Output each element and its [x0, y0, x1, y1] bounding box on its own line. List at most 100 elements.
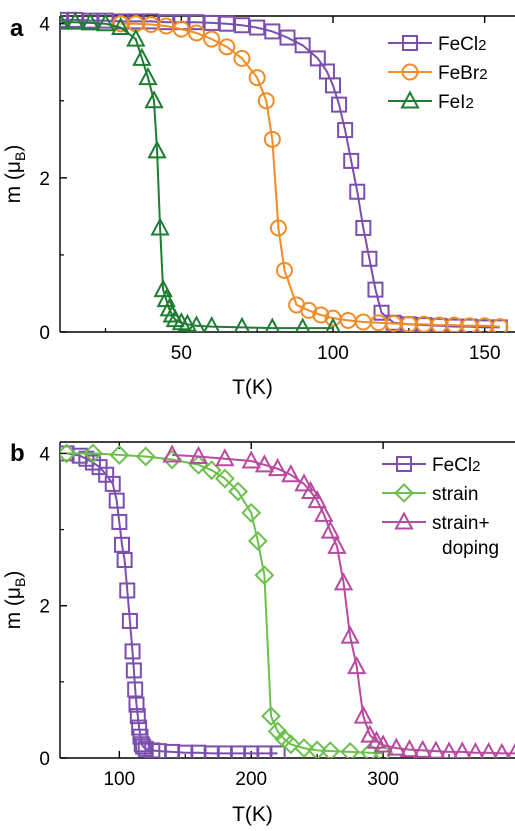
data-point [466, 742, 484, 758]
data-point [254, 565, 275, 586]
data-point [162, 444, 182, 463]
data-point [413, 739, 433, 758]
data-point [201, 460, 222, 481]
data-point [218, 38, 236, 56]
y-axis-title-close: ) [2, 571, 25, 578]
data-point [60, 11, 68, 28]
legend-marker [394, 511, 414, 530]
legend-label-main: FeCl [432, 455, 472, 476]
data-point [241, 502, 262, 523]
data-point [312, 306, 330, 324]
data-point [172, 20, 190, 38]
panel-letter: a [10, 15, 24, 42]
legend-label-main: FeBr [438, 63, 480, 84]
legend-label: strain+ [432, 513, 490, 534]
data-point [257, 92, 275, 110]
data-point [83, 443, 103, 464]
legend-label: strain [432, 484, 478, 505]
data-point [314, 503, 334, 522]
series-line [172, 453, 515, 755]
data-point [124, 643, 141, 660]
data-point [340, 625, 360, 644]
series-line [60, 18, 500, 329]
x-axis-title: T(K) [232, 803, 273, 826]
legend-marker [401, 63, 419, 81]
data-point [233, 316, 251, 332]
data-point [307, 740, 328, 758]
legend-label-main: strain [432, 484, 478, 505]
data-point [188, 24, 205, 42]
data-point [218, 15, 235, 32]
x-tick-label: 300 [367, 769, 399, 790]
data-point [426, 740, 446, 758]
data-point [203, 30, 221, 48]
data-point [279, 29, 296, 46]
data-point [119, 582, 136, 599]
legend-marker [394, 483, 414, 503]
data-point [261, 706, 281, 727]
data-point [254, 454, 275, 473]
data-point [116, 552, 133, 569]
x-tick-label: 200 [235, 769, 267, 790]
data-point [300, 480, 321, 499]
data-point [367, 281, 384, 298]
data-point [320, 520, 341, 539]
y-axis-title-mu: μ [2, 587, 25, 599]
y-tick-label: 4 [39, 444, 50, 465]
data-point [327, 535, 347, 554]
data-point [337, 122, 354, 139]
data-point [135, 738, 152, 755]
series-line [120, 22, 500, 328]
data-point [127, 681, 144, 698]
data-point [480, 742, 498, 758]
data-point [113, 536, 130, 553]
legend-marker [396, 456, 412, 472]
data-point [294, 738, 314, 758]
data-point [269, 219, 287, 237]
data-point [95, 13, 116, 32]
data-point [249, 19, 266, 36]
series-fecl2 [60, 445, 286, 758]
data-point [128, 696, 145, 713]
data-point [493, 742, 510, 758]
data-point [355, 219, 372, 236]
data-point [215, 448, 235, 467]
data-point [325, 317, 341, 332]
data-point [108, 492, 125, 509]
data-point [132, 47, 152, 66]
series-strain-doping [162, 444, 515, 758]
legend-label: FeCl2 [432, 455, 480, 476]
data-point [121, 612, 138, 629]
x-axis-title: T(K) [232, 376, 273, 399]
data-point [248, 69, 266, 87]
data-point [267, 458, 288, 477]
legend-marker [400, 90, 420, 109]
x-tick-label: 150 [469, 343, 501, 364]
legend-label-main: FeCl [438, 34, 478, 55]
legend-label-sub: 2 [478, 37, 486, 54]
data-point [60, 11, 70, 30]
data-point [214, 468, 235, 489]
data-point [110, 16, 131, 36]
series-febr2 [112, 15, 509, 332]
data-point [177, 313, 198, 332]
data-point [234, 17, 250, 34]
y-axis-title-mu: μ [2, 161, 25, 173]
y-axis-title-sub: B [12, 578, 28, 587]
data-point [150, 217, 170, 236]
data-point [241, 450, 261, 469]
legend-marker [402, 35, 418, 51]
legend-label-main: FeI [438, 92, 465, 113]
data-point [264, 317, 281, 332]
data-point [360, 724, 380, 743]
series-fei2 [60, 11, 341, 332]
data-point [491, 318, 509, 332]
data-point [386, 737, 406, 756]
data-point [233, 49, 251, 67]
data-point [131, 719, 148, 736]
data-point [187, 315, 206, 332]
